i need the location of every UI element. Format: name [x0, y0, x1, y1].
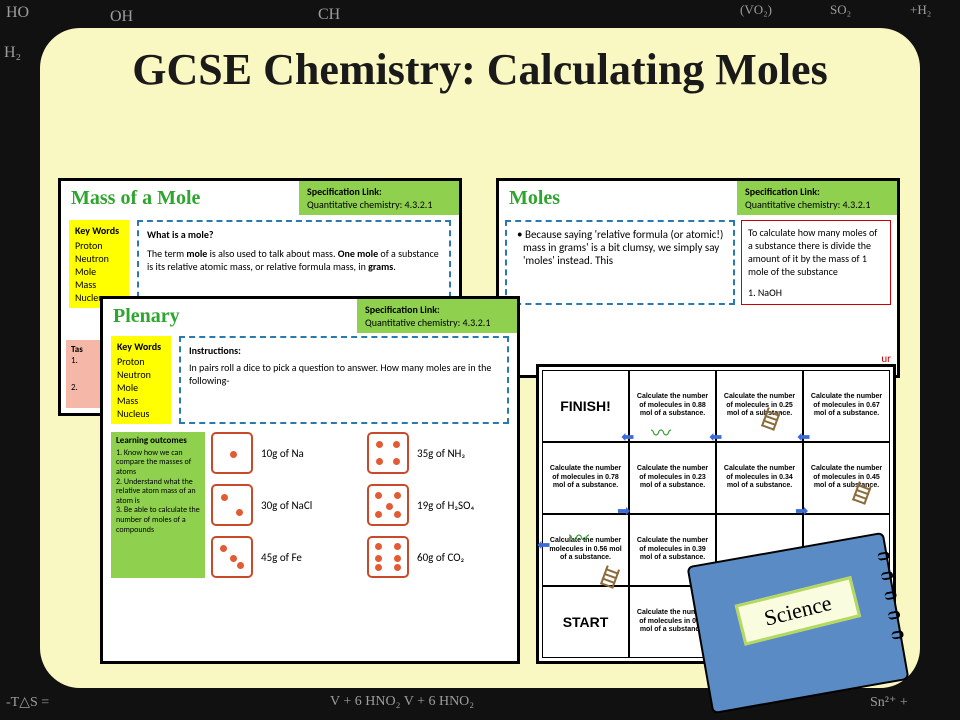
dice-option: 19g of H₂SO₄: [367, 484, 509, 526]
slide-title: Mass of a Mole: [61, 181, 210, 216]
keyword: Mole: [75, 265, 123, 278]
chalk-formula: SO₂: [830, 2, 851, 18]
lo-item: 2. Understand what the relative atom mas…: [116, 478, 200, 507]
main-card: GCSE Chemistry: Calculating Moles Mass o…: [40, 28, 920, 688]
slide-title: Plenary: [103, 299, 190, 334]
spec-link-box: Specification Link: Quantitative chemist…: [737, 181, 897, 215]
instructions-box: Instructions: In pairs roll a dice to pi…: [179, 336, 509, 424]
dice-label: 45g of Fe: [261, 551, 302, 564]
arrow-icon: ⬅: [537, 535, 550, 555]
keywords-heading: Key Words: [75, 224, 123, 237]
keyword: Proton: [75, 239, 123, 252]
dice-label: 60g of CO₂: [417, 551, 464, 564]
arrow-icon: ⬅: [621, 427, 634, 447]
arrow-icon: ➡: [617, 501, 630, 521]
dice-label: 35g of NH₃: [417, 447, 465, 460]
board-cell: Calculate the number of molecules in 0.3…: [716, 442, 803, 514]
snake-icon: 〰: [569, 522, 589, 551]
example-box: To calculate how many moles of a substan…: [741, 220, 891, 305]
board-cell: Calculate the number of molecules in 0.2…: [629, 442, 716, 514]
chalk-formula: OH: [110, 8, 133, 26]
board-cell: Calculate the number of molecules in 0.7…: [542, 442, 629, 514]
chalk-formula: H₂: [4, 44, 21, 62]
board-cell: Calculate the number of molecules in 0.6…: [803, 370, 890, 442]
finish-cell: FINISH!: [542, 370, 629, 442]
spec-ref: Quantitative chemistry: 4.3.2.1: [307, 198, 451, 211]
notebook-binding-icon: [877, 551, 904, 640]
spec-link-box: Specification Link: Quantitative chemist…: [357, 299, 517, 333]
dice-option: 35g of NH₃: [367, 432, 509, 474]
dice-option: 30g of NaCl: [211, 484, 353, 526]
chalk-formula: CH: [318, 6, 340, 24]
dice-label: 19g of H₂SO₄: [417, 499, 474, 512]
chalk-formula: HO: [6, 4, 29, 22]
chalk-formula: +H₂: [910, 2, 931, 18]
learning-outcomes-box: Learning outcomes 1. Know how we can com…: [111, 432, 205, 578]
keyword: Mass: [75, 278, 123, 291]
instructions-text: In pairs roll a dice to pick a question …: [189, 361, 499, 387]
keyword: Proton: [117, 355, 165, 368]
snake-icon: 〰: [651, 417, 671, 446]
page-title: GCSE Chemistry: Calculating Moles: [40, 28, 920, 102]
bullet-text: • Because saying 'relative formula (or a…: [515, 228, 725, 267]
spec-link-box: Specification Link: Quantitative chemist…: [299, 181, 459, 215]
instructions-heading: Instructions:: [189, 344, 499, 357]
dice-4-icon: [367, 432, 409, 474]
spec-ref: Quantitative chemistry: 4.3.2.1: [365, 316, 509, 329]
keyword: Mass: [117, 394, 165, 407]
content-box: • Because saying 'relative formula (or a…: [505, 220, 735, 305]
keyword: Neutron: [117, 368, 165, 381]
dice-3-icon: [211, 536, 253, 578]
spec-label: Specification Link:: [745, 185, 889, 198]
dice-label: 10g of Na: [261, 447, 304, 460]
arrow-icon: ➡: [795, 501, 808, 521]
dice-5-icon: [367, 484, 409, 526]
slide-title: Moles: [499, 181, 570, 216]
slides-area: Mass of a Mole Specification Link: Quant…: [58, 178, 902, 668]
board-cell: Calculate the number of molecules in 0.4…: [803, 442, 890, 514]
lo-item: 3. Be able to calculate the number of mo…: [116, 506, 200, 535]
content-box: What is a mole? The term mole is also us…: [137, 220, 451, 308]
dice-label: 30g of NaCl: [261, 499, 312, 512]
dice-option: 10g of Na: [211, 432, 353, 474]
board-cell: Calculate the number of molecules in 0.2…: [716, 370, 803, 442]
lo-item: 1. Know how we can compare the masses of…: [116, 449, 200, 478]
keyword: Mole: [117, 381, 165, 394]
chalk-formula: V + 6 HNO₂ V + 6 HNO₂: [330, 694, 474, 710]
spec-label: Specification Link:: [365, 303, 509, 316]
notebook-label: Science: [735, 576, 862, 646]
keyword: Nucleus: [117, 407, 165, 420]
dice-option: 60g of CO₂: [367, 536, 509, 578]
arrow-icon: ⬅: [709, 427, 722, 447]
question-heading: What is a mole?: [147, 228, 441, 241]
spec-ref: Quantitative chemistry: 4.3.2.1: [745, 198, 889, 211]
chalk-formula: Sn²⁺ +: [870, 694, 908, 711]
chalk-formula: -T△S =: [6, 694, 49, 711]
dice-option: 45g of Fe: [211, 536, 353, 578]
example-item: 1. NaOH: [748, 286, 884, 299]
chalk-formula: (VO₂): [740, 2, 772, 18]
slide-plenary: Plenary Specification Link: Quantitative…: [100, 296, 520, 664]
dice-1-icon: [211, 432, 253, 474]
keyword: Neutron: [75, 252, 123, 265]
slide-moles: Moles Specification Link: Quantitative c…: [496, 178, 900, 378]
dice-6-icon: [367, 536, 409, 578]
spec-label: Specification Link:: [307, 185, 451, 198]
keywords-box: Key Words Proton Neutron Mole Mass Nucle…: [111, 336, 171, 424]
body-text: The term mole is also used to talk about…: [147, 247, 441, 273]
keywords-box: Key Words Proton Neutron Mole Mass Nucle…: [69, 220, 129, 308]
dice-grid: 10g of Na 35g of NH₃ 30g of NaCl 19g of …: [211, 432, 509, 578]
arrow-icon: ⬅: [797, 427, 810, 447]
keywords-heading: Key Words: [117, 340, 165, 353]
dice-2-icon: [211, 484, 253, 526]
example-intro: To calculate how many moles of a substan…: [748, 226, 884, 278]
lo-heading: Learning outcomes: [116, 436, 200, 447]
start-cell: START: [542, 586, 629, 658]
board-cell: Calculate the number of molecules in 0.8…: [629, 370, 716, 442]
